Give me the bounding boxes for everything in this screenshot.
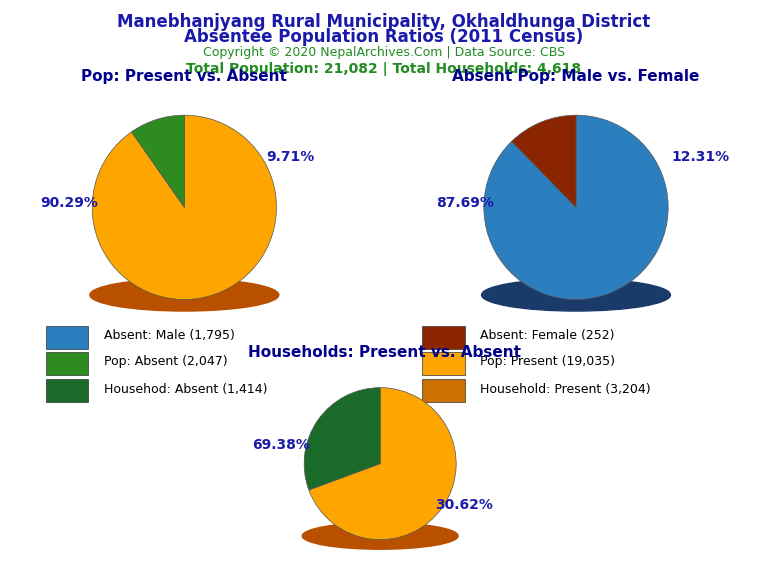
Text: Pop: Absent (2,047): Pop: Absent (2,047) [104,355,227,368]
Bar [422,326,465,348]
Text: Absentee Population Ratios (2011 Census): Absentee Population Ratios (2011 Census) [184,28,584,46]
Text: Househod: Absent (1,414): Househod: Absent (1,414) [104,382,267,396]
Text: Total Population: 21,082 | Total Households: 4,618: Total Population: 21,082 | Total Househo… [187,62,581,75]
Bar [46,326,88,348]
Wedge shape [92,115,276,300]
Wedge shape [484,115,668,300]
Wedge shape [304,388,380,490]
Bar [422,380,465,402]
Text: Household: Present (3,204): Household: Present (3,204) [480,382,650,396]
Text: 87.69%: 87.69% [436,196,495,210]
Text: Absent Pop: Male vs. Female: Absent Pop: Male vs. Female [452,69,700,84]
Wedge shape [511,115,576,207]
Text: Pop: Present (19,035): Pop: Present (19,035) [480,355,615,368]
Bar [422,352,465,374]
Text: 69.38%: 69.38% [253,438,310,452]
Text: Copyright © 2020 NepalArchives.Com | Data Source: CBS: Copyright © 2020 NepalArchives.Com | Dat… [203,46,565,59]
Wedge shape [309,388,456,540]
Text: 9.71%: 9.71% [266,150,314,164]
Wedge shape [131,115,184,207]
Ellipse shape [303,522,458,550]
Text: 90.29%: 90.29% [40,196,98,210]
Text: Households: Present vs. Absent: Households: Present vs. Absent [247,345,521,360]
Text: Manebhanjyang Rural Municipality, Okhaldhunga District: Manebhanjyang Rural Municipality, Okhald… [118,13,650,31]
Bar [46,352,88,374]
Text: 12.31%: 12.31% [671,150,730,164]
Bar [46,380,88,402]
Text: 30.62%: 30.62% [435,498,493,513]
Ellipse shape [482,279,670,311]
Ellipse shape [90,279,279,311]
Text: Absent: Female (252): Absent: Female (252) [480,329,614,342]
Text: Pop: Present vs. Absent: Pop: Present vs. Absent [81,69,287,84]
Text: Absent: Male (1,795): Absent: Male (1,795) [104,329,234,342]
